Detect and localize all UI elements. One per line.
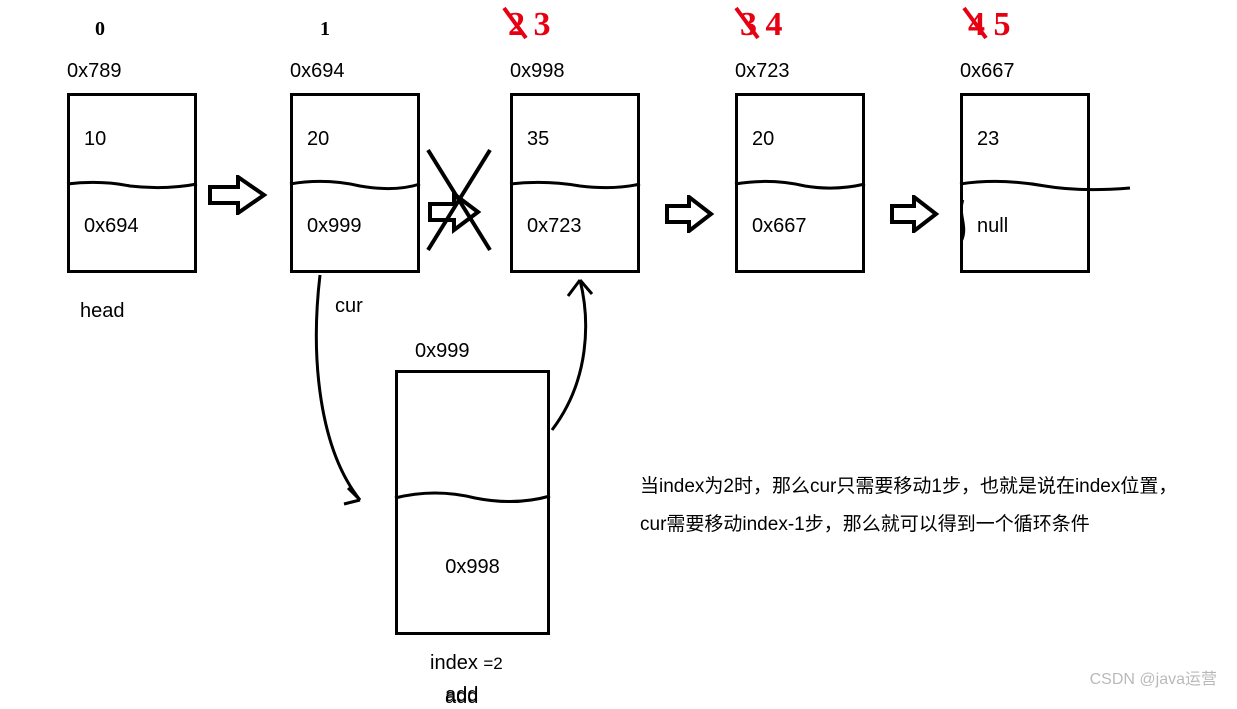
node-1-label: cur xyxy=(335,295,363,318)
node-0-label: head xyxy=(80,300,125,323)
node-add-value xyxy=(398,373,547,503)
node-4: 23 null xyxy=(960,93,1090,273)
node-2-addr: 0x998 xyxy=(510,60,565,83)
node-1-index: 1 xyxy=(320,18,330,41)
node-2: 35 0x723 xyxy=(510,93,640,273)
arrow-crossed xyxy=(428,190,488,234)
node-1-value: 20 xyxy=(293,96,417,183)
node-3-addr: 0x723 xyxy=(735,60,790,83)
red-anno-2: 4 5 xyxy=(968,6,1011,44)
node-1-next: 0x999 xyxy=(293,183,417,270)
node-3-value: 20 xyxy=(738,96,862,183)
red-anno-0: 2 3 xyxy=(508,6,551,44)
add-label: add xyxy=(445,684,478,707)
node-1-addr: 0x694 xyxy=(290,60,345,83)
red-anno-1: 3 4 xyxy=(740,6,783,44)
arrow-2 xyxy=(665,195,715,233)
node-add-addr: 0x999 xyxy=(415,340,470,363)
node-0-index: 0 xyxy=(95,18,105,41)
node-4-value: 23 xyxy=(963,96,1087,183)
node-add-next: 0x998 xyxy=(398,503,547,633)
node-2-value: 35 xyxy=(513,96,637,183)
node-3-next: 0x667 xyxy=(738,183,862,270)
arrow-3 xyxy=(890,195,940,233)
node-0-next: 0x694 xyxy=(70,183,194,270)
node-2-next: 0x723 xyxy=(513,183,637,270)
node-add: 0x998 xyxy=(395,370,550,635)
node-0: 10 0x694 xyxy=(67,93,197,273)
node-4-next: null xyxy=(963,183,1087,270)
index-label: index =2 xyxy=(430,652,503,675)
arrow-0 xyxy=(208,175,268,215)
watermark: CSDN @java运营 xyxy=(1090,665,1217,689)
explanation-text: 当index为2时，那么cur只需要移动1步，也就是说在index位置，cur需… xyxy=(640,468,1180,544)
node-0-value: 10 xyxy=(70,96,194,183)
node-1: 20 0x999 xyxy=(290,93,420,273)
node-0-addr: 0x789 xyxy=(67,60,122,83)
node-4-addr: 0x667 xyxy=(960,60,1015,83)
node-3: 20 0x667 xyxy=(735,93,865,273)
